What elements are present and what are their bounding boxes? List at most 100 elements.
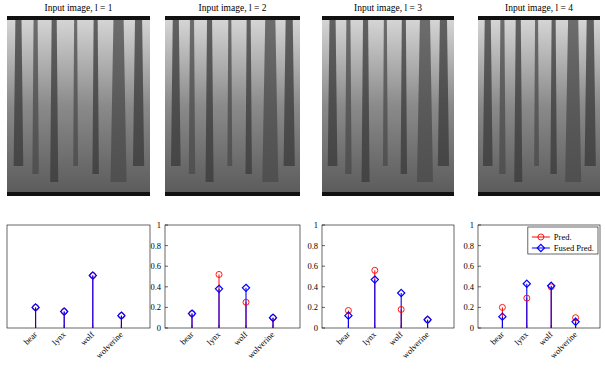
plot-frame [7, 225, 150, 328]
legend-marker [537, 244, 544, 251]
stem-marker [425, 317, 431, 323]
y-tick [165, 286, 168, 287]
panel: Input image, l = 200.20.40.60.81bearlynx… [150, 3, 300, 360]
y-tick-label: 0.8 [463, 241, 474, 251]
stem-line [121, 316, 122, 328]
tree [499, 16, 505, 174]
stem-line [348, 316, 349, 328]
stems [345, 267, 431, 328]
stem-marker [372, 267, 378, 273]
stem-marker [269, 314, 276, 321]
stem-line [273, 318, 274, 328]
y-tick [165, 225, 168, 226]
stem-line [374, 280, 375, 328]
y-tick-label: 0.2 [150, 302, 161, 312]
image-bar [7, 192, 150, 196]
stem-marker [499, 304, 505, 310]
x-tick-label: wolverine [400, 329, 431, 360]
x-tick-label: bear [178, 329, 196, 347]
stem-marker [398, 289, 405, 296]
tree [284, 16, 295, 166]
tree [189, 16, 195, 174]
input-image [322, 16, 454, 196]
legend-box [528, 227, 598, 254]
stem-marker [524, 295, 530, 301]
image-bar [478, 16, 600, 20]
tree [14, 16, 24, 166]
tree [417, 16, 433, 182]
stem-marker [118, 313, 124, 319]
stem-marker [499, 313, 506, 320]
stem-marker [61, 309, 67, 315]
stem-line [272, 318, 273, 328]
x-tick-label: wolverine [94, 329, 125, 360]
x-tick-label: lynx [512, 329, 530, 347]
image-ground [7, 16, 150, 196]
tree [345, 16, 351, 174]
tree [111, 16, 127, 182]
y-tick-label: 0.2 [463, 302, 474, 312]
stem-line [218, 289, 219, 328]
stem-line [502, 317, 503, 328]
panel: Input image, l = 1bearlynxwolfwolverine [7, 3, 150, 360]
tree [401, 16, 407, 174]
panel: Input image, l = 300.20.40.60.81bearlynx… [307, 3, 454, 360]
stem-marker [371, 276, 378, 283]
panel: Input image, l = 400.20.40.60.81bearlynx… [463, 3, 600, 360]
tree [383, 16, 388, 166]
y-tick-label: 1 [157, 220, 161, 230]
stem-marker [345, 312, 352, 319]
stem-marker [216, 271, 222, 277]
y-tick [478, 328, 481, 329]
stem-line [526, 284, 527, 328]
panel-title: Input image, l = 3 [354, 3, 422, 13]
y-tick [165, 307, 168, 308]
y-tick [322, 225, 325, 226]
x-tick-label: lynx [50, 329, 68, 347]
tree [514, 16, 522, 182]
image-bar [322, 192, 454, 196]
stem-line [191, 314, 192, 328]
image-bar [478, 192, 600, 196]
tree [438, 16, 449, 166]
figure: Input image, l = 1bearlynxwolfwolverine I… [0, 0, 605, 370]
stem-marker [118, 312, 125, 319]
stem-line [219, 274, 220, 328]
y-tick-label: 0.8 [307, 241, 318, 251]
tree [50, 16, 58, 182]
tree [483, 16, 493, 166]
tree [32, 16, 38, 174]
stem-marker [548, 282, 555, 289]
y-tick-label: 0 [157, 323, 161, 333]
x-tick-label: wolverine [245, 329, 276, 360]
stem-marker [33, 304, 39, 310]
y-tick [478, 266, 481, 267]
y-tick [478, 307, 481, 308]
image-bar [165, 16, 300, 20]
tree [362, 16, 370, 182]
image-bar [165, 192, 300, 196]
legend-marker [538, 234, 544, 240]
stem-marker [243, 299, 249, 305]
x-tick-label: lynx [360, 329, 378, 347]
y-tick [322, 307, 325, 308]
y-tick [165, 328, 168, 329]
stems [188, 271, 276, 328]
stem-marker [572, 318, 579, 325]
tree [328, 16, 338, 166]
tree [171, 16, 181, 166]
y-tick-label: 0.8 [150, 241, 161, 251]
x-tick-label: lynx [205, 329, 223, 347]
y-tick-label: 0 [314, 323, 318, 333]
stem-marker [270, 315, 276, 321]
y-tick-label: 0.6 [307, 261, 318, 271]
tree [246, 16, 252, 174]
y-tick-label: 0.2 [307, 302, 318, 312]
tree [262, 16, 278, 182]
stem-line [192, 314, 193, 328]
panel-title: Input image, l = 2 [199, 3, 267, 13]
y-tick-label: 0 [470, 323, 474, 333]
image-ground [322, 16, 454, 196]
tree [534, 16, 539, 166]
stem-marker [424, 316, 431, 323]
